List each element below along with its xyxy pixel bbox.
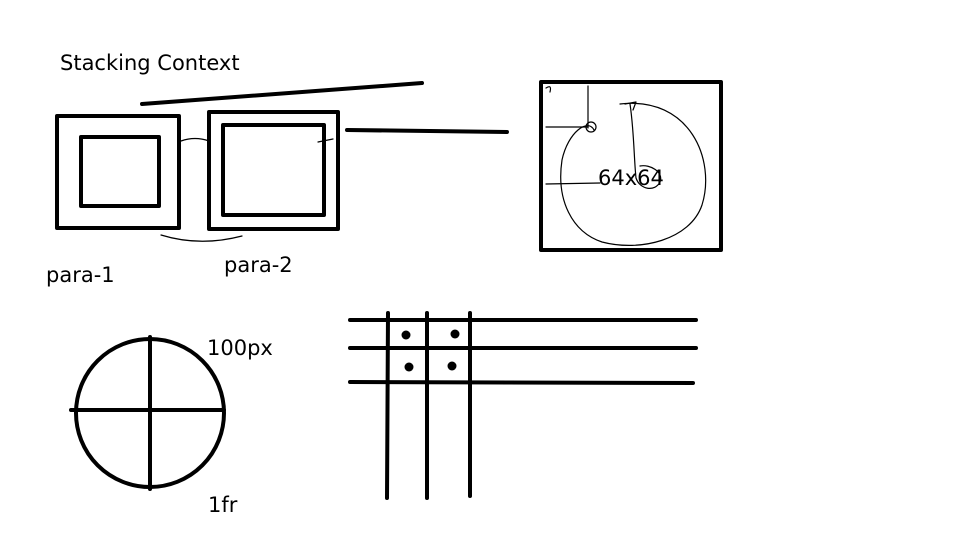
sized-box-sketch [539,80,723,252]
grid-col-line-1 [385,311,390,500]
grid-dot [450,329,460,339]
circle-with-crosshair-icon [69,335,226,491]
sized-box-frame [539,80,723,252]
connector-arc-top [180,137,210,142]
row-track-label: 100px [207,336,273,360]
connector-arc-bottom [160,234,243,242]
scribble-corner [545,86,552,93]
para-2-label: para-2 [224,253,293,277]
grid-dot [404,362,414,372]
stacking-top-slanted-line [140,81,424,106]
stacking-context-group [55,81,509,242]
para-1-inner-box [79,135,161,208]
scribble-loop [560,102,707,246]
grid-dot [401,330,411,340]
scribble-right-hook [624,101,662,189]
grid-dot [447,361,457,371]
para-1-outer-box [55,114,181,230]
pointer-line [345,128,509,134]
connector-tick-right [317,138,334,143]
para-2-outer-box [207,110,340,231]
grid-dots [401,329,460,372]
box-size-label: 64x64 [598,166,664,190]
scribble-mid-line [545,182,601,185]
grid-lines-with-dots-icon [348,311,698,500]
stacking-context-title: Stacking Context [60,51,240,75]
para-1-label: para-1 [46,263,115,287]
scribble-node [585,121,597,133]
column-track-label: 1fr [208,493,238,517]
para-2-inner-box [221,123,326,217]
grid-row-line-3 [348,380,695,385]
